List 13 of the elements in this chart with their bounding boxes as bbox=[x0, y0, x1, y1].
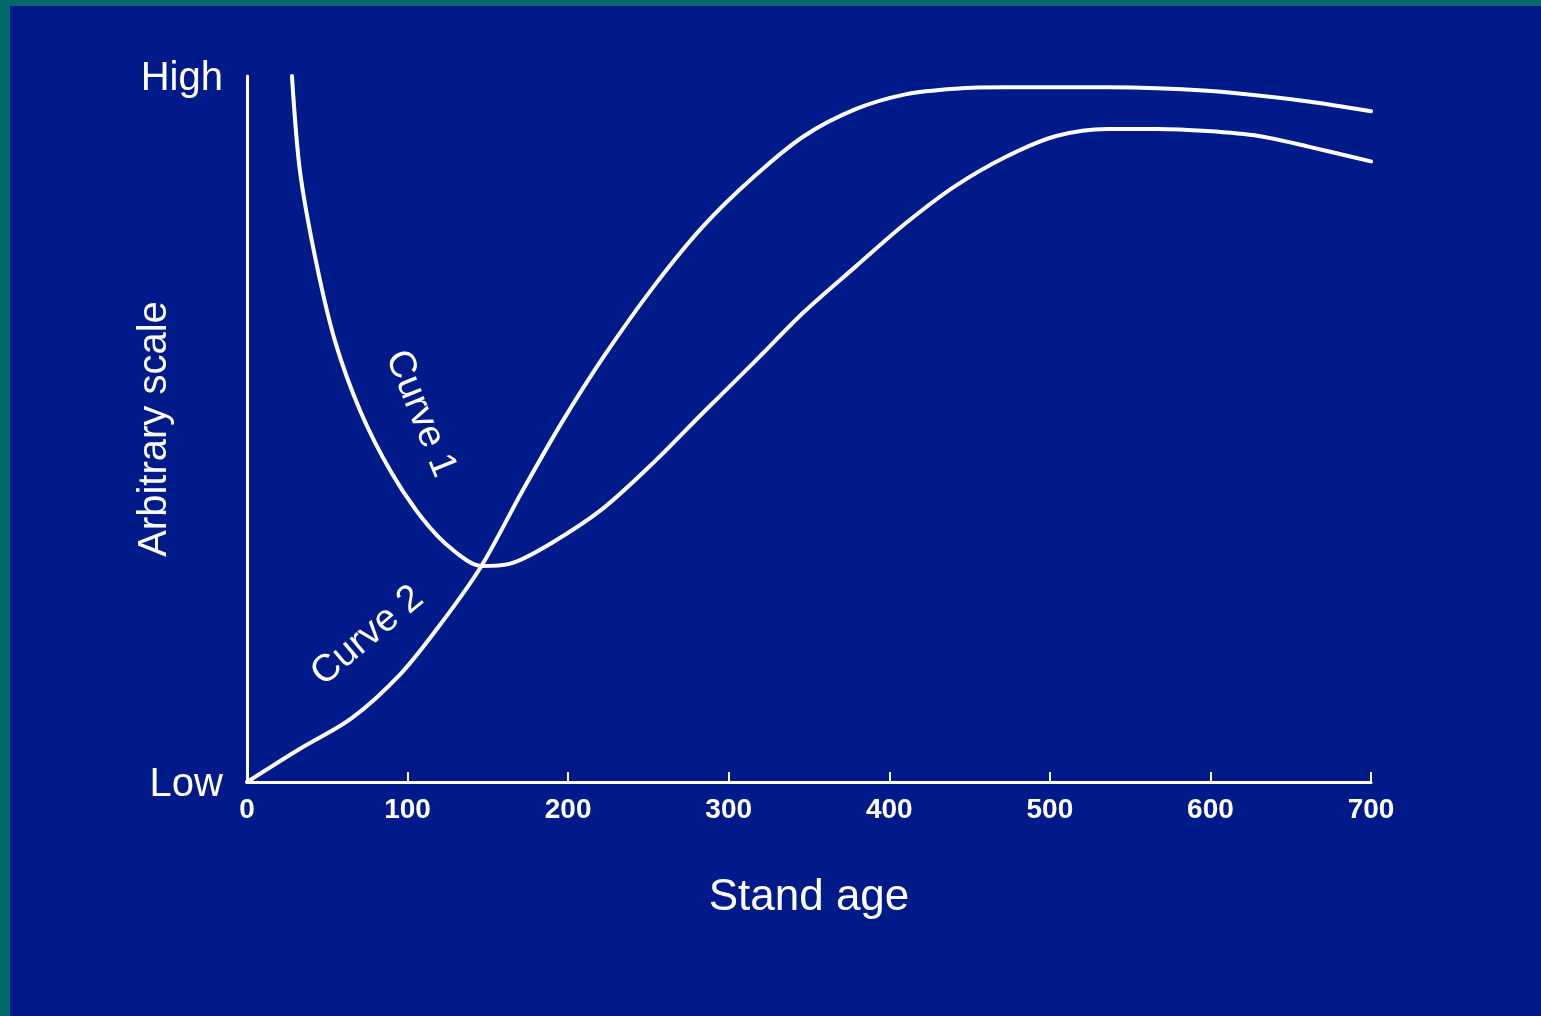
x-tick-label: 0 bbox=[239, 792, 255, 824]
text: Low bbox=[149, 760, 224, 804]
x-tick-label: 600 bbox=[1187, 792, 1234, 824]
x-tick-label: 400 bbox=[865, 792, 913, 824]
x-tick-label: 700 bbox=[1347, 792, 1395, 824]
text: Curve 1 bbox=[378, 343, 468, 483]
x-axis-title: Stand age bbox=[708, 869, 910, 919]
x-tick-label: 200 bbox=[544, 792, 592, 824]
text: High bbox=[140, 54, 223, 98]
x-tick-label: 100 bbox=[384, 792, 431, 824]
y-axis-title: Arbitrary scale bbox=[130, 301, 174, 557]
x-tick-label: 300 bbox=[705, 792, 753, 824]
x-tick-label: 500 bbox=[1026, 792, 1074, 824]
